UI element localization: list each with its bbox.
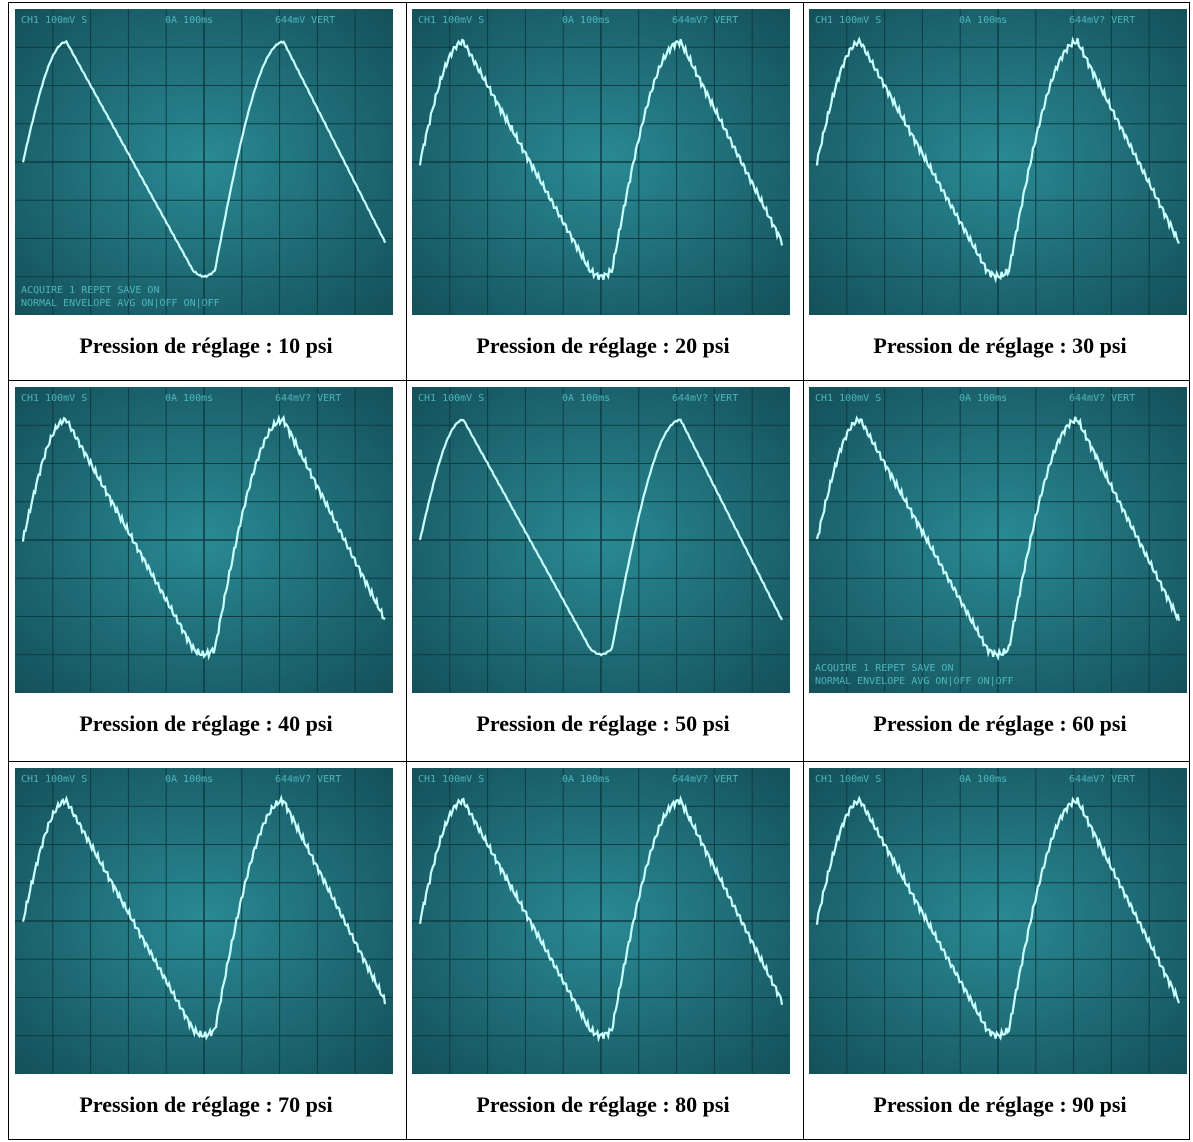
oscilloscope-screen: CH1 100mV S 0A 100ms 644mV? VERT: [15, 387, 393, 693]
result-cell: CH1 100mV S 0A 100ms 644mV? VERT Pression d…: [9, 381, 403, 761]
screen-readout: 644mV? VERT: [275, 774, 341, 785]
screen-readout: 644mV? VERT: [672, 393, 738, 404]
waveform: [418, 418, 783, 657]
screen-readout: 0A 100ms: [165, 15, 213, 26]
screen-readout: 644mV VERT: [275, 15, 335, 26]
waveform: [21, 413, 386, 661]
caption: Pression de réglage : 80 psi: [476, 1092, 730, 1117]
oscilloscope-screen: CH1 100mV S 0A 100ms 644mV? VERT: [412, 9, 790, 315]
screen-readout: CH1 100mV S: [815, 393, 881, 404]
screen-readout: 0A 100ms: [562, 15, 610, 26]
oscilloscope-screen: CH1 100mV S 0A 100ms 644mV? VERT ACQUIRE 1 …: [809, 387, 1187, 693]
screen-readout: 644mV? VERT: [1069, 774, 1135, 785]
column-divider: [803, 3, 804, 1139]
result-cell: CH1 100mV S 0A 100ms 644mV? VERT Pression d…: [406, 3, 800, 383]
oscilloscope-screen: CH1 100mV S 0A 100ms 644mV? VERT: [809, 9, 1187, 315]
screen-readout: CH1 100mV S: [815, 774, 881, 785]
screen-readout: 0A 100ms: [562, 774, 610, 785]
waveform: [815, 36, 1180, 284]
result-cell: CH1 100mV S 0A 100ms 644mV? VERT Pression d…: [406, 381, 800, 761]
waveform: [418, 38, 784, 281]
result-cell: CH1 100mV S 0A 100ms 644mV? VERT Pression d…: [803, 3, 1193, 383]
screen-readout: 0A 100ms: [165, 774, 213, 785]
waveform: [21, 794, 387, 1041]
oscilloscope-screen: CH1 100mV S 0A 100ms 644mV VERT ACQUIRE 1 R…: [15, 9, 393, 315]
screen-menu: ACQUIRE 1 REPET SAVE ON: [21, 285, 159, 296]
result-cell: CH1 100mV S 0A 100ms 644mV? VERT ACQUIRE 1 …: [803, 381, 1193, 761]
screen-readout: CH1 100mV S: [21, 393, 87, 404]
screen-readout: 644mV? VERT: [1069, 15, 1135, 26]
screen-menu: ACQUIRE 1 REPET SAVE ON: [815, 663, 953, 674]
column-divider: [406, 3, 407, 1139]
waveform: [21, 39, 387, 279]
caption: Pression de réglage : 20 psi: [476, 333, 730, 358]
screen-readout: 644mV? VERT: [672, 774, 738, 785]
row-divider: [9, 380, 1189, 381]
oscilloscope-screen: CH1 100mV S 0A 100ms 644mV? VERT: [412, 768, 790, 1074]
screen-menu: NORMAL ENVELOPE AVG ON|OFF ON|OFF: [815, 676, 1014, 687]
caption: Pression de réglage : 60 psi: [873, 711, 1127, 736]
waveform: [418, 794, 784, 1043]
screen-readout: 644mV? VERT: [1069, 393, 1135, 404]
caption: Pression de réglage : 40 psi: [79, 711, 333, 736]
caption: Pression de réglage : 90 psi: [873, 1092, 1127, 1117]
screen-readout: CH1 100mV S: [418, 15, 484, 26]
screen-readout: 0A 100ms: [959, 774, 1007, 785]
result-cell: CH1 100mV S 0A 100ms 644mV? VERT Pression d…: [406, 762, 800, 1142]
screen-readout: CH1 100mV S: [815, 15, 881, 26]
result-cell: CH1 100mV S 0A 100ms 644mV? VERT Pression d…: [803, 762, 1193, 1142]
caption: Pression de réglage : 30 psi: [873, 333, 1127, 358]
screen-readout: CH1 100mV S: [21, 774, 87, 785]
screen-menu: NORMAL ENVELOPE AVG ON|OFF ON|OFF: [21, 298, 220, 309]
waveform: [815, 415, 1181, 662]
results-table: CH1 100mV S 0A 100ms 644mV VERT ACQUIRE 1 R…: [8, 2, 1190, 1140]
screen-readout: 644mV? VERT: [275, 393, 341, 404]
caption: Pression de réglage : 70 psi: [79, 1092, 333, 1117]
waveform: [815, 795, 1181, 1041]
screen-readout: 0A 100ms: [959, 393, 1007, 404]
screen-readout: 644mV? VERT: [672, 15, 738, 26]
caption: Pression de réglage : 10 psi: [79, 333, 333, 358]
screen-readout: 0A 100ms: [959, 15, 1007, 26]
caption: Pression de réglage : 50 psi: [476, 711, 730, 736]
row-divider: [9, 761, 1189, 762]
result-cell: CH1 100mV S 0A 100ms 644mV VERT ACQUIRE 1 R…: [9, 3, 403, 383]
oscilloscope-screen: CH1 100mV S 0A 100ms 644mV? VERT: [15, 768, 393, 1074]
screen-readout: 0A 100ms: [165, 393, 213, 404]
result-cell: CH1 100mV S 0A 100ms 644mV? VERT Pression d…: [9, 762, 403, 1142]
screen-readout: 0A 100ms: [562, 393, 610, 404]
screen-readout: CH1 100mV S: [418, 393, 484, 404]
screen-readout: CH1 100mV S: [418, 774, 484, 785]
oscilloscope-screen: CH1 100mV S 0A 100ms 644mV? VERT: [809, 768, 1187, 1074]
screen-readout: CH1 100mV S: [21, 15, 87, 26]
oscilloscope-screen: CH1 100mV S 0A 100ms 644mV? VERT: [412, 387, 790, 693]
